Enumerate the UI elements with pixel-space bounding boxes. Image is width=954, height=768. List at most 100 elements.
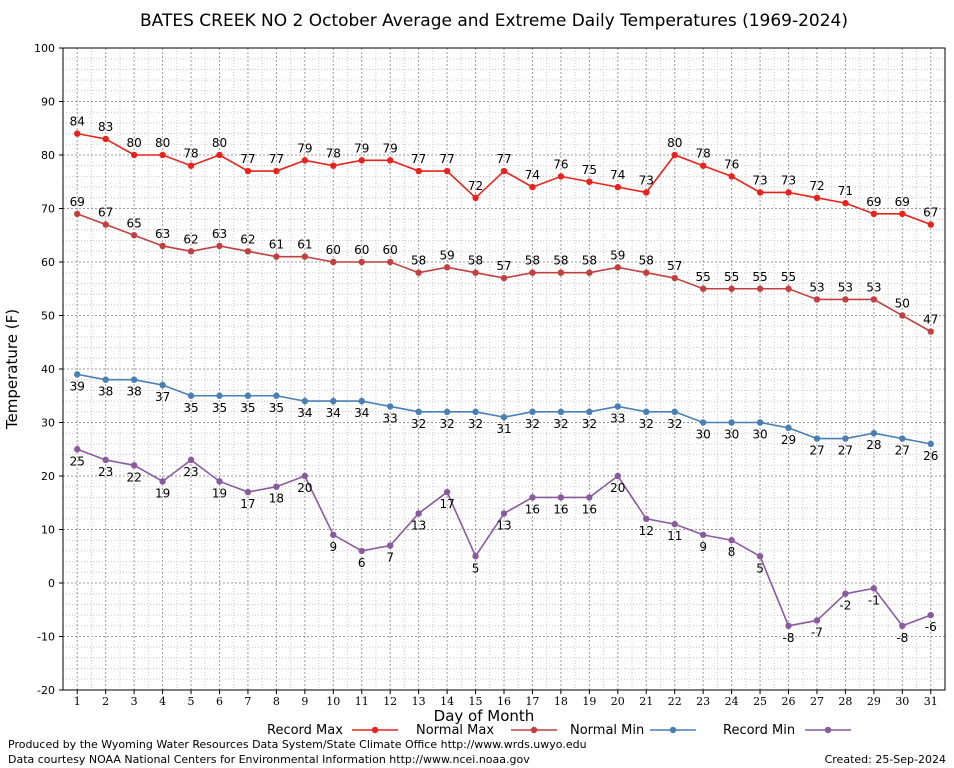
record-min-data-label: 25 xyxy=(70,454,85,468)
record-min-point xyxy=(443,488,451,496)
legend-label-normal-max: Normal Max xyxy=(416,723,494,738)
normal-min-point xyxy=(586,408,593,415)
normal-max-data-label: 63 xyxy=(212,227,227,241)
record-min-point xyxy=(643,515,650,522)
normal-max-data-label: 55 xyxy=(696,270,711,284)
record-max-data-label: 77 xyxy=(240,152,255,166)
normal-min-data-label: 33 xyxy=(383,411,398,425)
record-min-point xyxy=(216,478,223,485)
normal-min-data-label: 32 xyxy=(411,417,426,431)
y-tick-label: 0 xyxy=(48,577,55,590)
x-tick-label: 22 xyxy=(668,695,682,708)
normal-min-point xyxy=(842,435,849,442)
x-tick-label: 5 xyxy=(188,695,195,708)
normal-max-point xyxy=(586,269,593,276)
normal-min-data-label: 32 xyxy=(667,417,682,431)
normal-max-point xyxy=(358,258,365,266)
record-max-data-label: 69 xyxy=(866,195,881,209)
normal-min-data-label: 32 xyxy=(582,417,597,431)
normal-max-data-label: 55 xyxy=(724,270,739,284)
normal-max-point xyxy=(870,296,878,303)
normal-max-point xyxy=(671,274,678,282)
normal-min-data-label: 30 xyxy=(696,428,711,442)
record-min-data-label: 7 xyxy=(386,551,394,565)
record-min-series: 25 23 22 19 23 19 17 18 20 9 6 7 13 17 5 13 16 16 16 20 12 11… xyxy=(70,446,937,645)
normal-max-data-label: 61 xyxy=(269,238,284,252)
record-max-point xyxy=(130,151,138,159)
normal-max-point xyxy=(785,285,792,292)
record-max-data-label: 73 xyxy=(752,173,767,187)
legend-marker-record-max xyxy=(371,726,379,734)
x-tick-label: 29 xyxy=(867,695,881,708)
normal-min-point xyxy=(927,440,934,448)
normal-min-series: 39 38 38 37 35 35 35 35 34 34 34 33 32 32 32 31 32 32 32 33… xyxy=(70,371,938,463)
normal-max-data-label: 60 xyxy=(354,243,369,257)
x-tick-label: 25 xyxy=(753,695,767,708)
record-max-point xyxy=(443,167,451,175)
record-min-point xyxy=(415,510,422,517)
record-min-point xyxy=(586,494,593,501)
record-max-point xyxy=(643,189,650,196)
normal-min-data-label: 27 xyxy=(838,444,853,458)
record-max-point xyxy=(557,173,565,180)
record-min-point xyxy=(785,622,792,629)
record-max-point xyxy=(301,157,309,164)
x-tick-label: 28 xyxy=(838,695,852,708)
normal-min-point xyxy=(899,435,906,442)
record-min-point xyxy=(614,472,622,480)
normal-min-point xyxy=(187,392,195,399)
record-max-data-label: 77 xyxy=(269,152,284,166)
record-max-point xyxy=(74,130,81,137)
normal-max-data-label: 65 xyxy=(126,216,141,230)
normal-min-data-label: 30 xyxy=(752,428,767,442)
normal-min-point xyxy=(614,403,622,410)
record-max-data-label: 84 xyxy=(70,115,85,129)
record-min-data-label: 13 xyxy=(411,518,426,532)
normal-max-data-label: 58 xyxy=(468,254,483,268)
normal-max-point xyxy=(899,312,906,319)
x-tick-label: 12 xyxy=(383,695,397,708)
record-min-point xyxy=(358,547,365,555)
normal-max-point xyxy=(614,264,622,271)
normal-min-data-label: 31 xyxy=(496,422,511,436)
record-max-point xyxy=(870,210,878,218)
normal-max-data-label: 47 xyxy=(923,313,938,327)
record-min-data-label: 19 xyxy=(212,486,227,500)
record-min-data-label: -6 xyxy=(925,620,937,634)
normal-max-data-label: 53 xyxy=(866,280,881,294)
record-min-point xyxy=(273,483,280,490)
x-tick-label: 19 xyxy=(582,695,596,708)
credit-line-producer: Produced by the Wyoming Water Resources … xyxy=(8,738,587,751)
normal-max-point xyxy=(927,328,934,335)
record-min-point xyxy=(529,494,536,501)
normal-min-data-label: 35 xyxy=(183,401,198,415)
record-max-point xyxy=(699,162,707,169)
x-tick-label: 16 xyxy=(497,695,511,708)
normal-max-data-label: 58 xyxy=(582,254,597,268)
normal-min-data-label: 32 xyxy=(639,417,654,431)
record-min-point xyxy=(728,537,735,544)
legend-label-record-min: Record Min xyxy=(723,723,795,738)
x-tick-label: 14 xyxy=(440,695,454,708)
normal-max-point xyxy=(301,253,309,260)
normal-min-data-label: 33 xyxy=(610,411,625,425)
record-max-data-label: 78 xyxy=(326,147,341,161)
normal-max-point xyxy=(472,269,479,276)
x-tick-label: 27 xyxy=(810,695,824,708)
record-max-data-label: 72 xyxy=(809,179,824,193)
normal-min-data-label: 35 xyxy=(269,401,284,415)
normal-max-point xyxy=(415,269,422,276)
record-min-point xyxy=(671,520,678,528)
normal-max-data-label: 55 xyxy=(781,270,796,284)
record-min-data-label: 16 xyxy=(582,502,597,516)
record-min-data-label: 19 xyxy=(155,486,170,500)
record-max-data-label: 77 xyxy=(411,152,426,166)
normal-max-point xyxy=(443,264,451,271)
record-min-point xyxy=(756,553,764,560)
record-max-data-label: 72 xyxy=(468,179,483,193)
record-max-point xyxy=(614,183,622,191)
record-max-point xyxy=(472,194,479,201)
record-min-data-label: 17 xyxy=(240,497,255,511)
record-max-point xyxy=(216,151,223,159)
chart-title: BATES CREEK NO 2 October Average and Ext… xyxy=(140,11,848,31)
